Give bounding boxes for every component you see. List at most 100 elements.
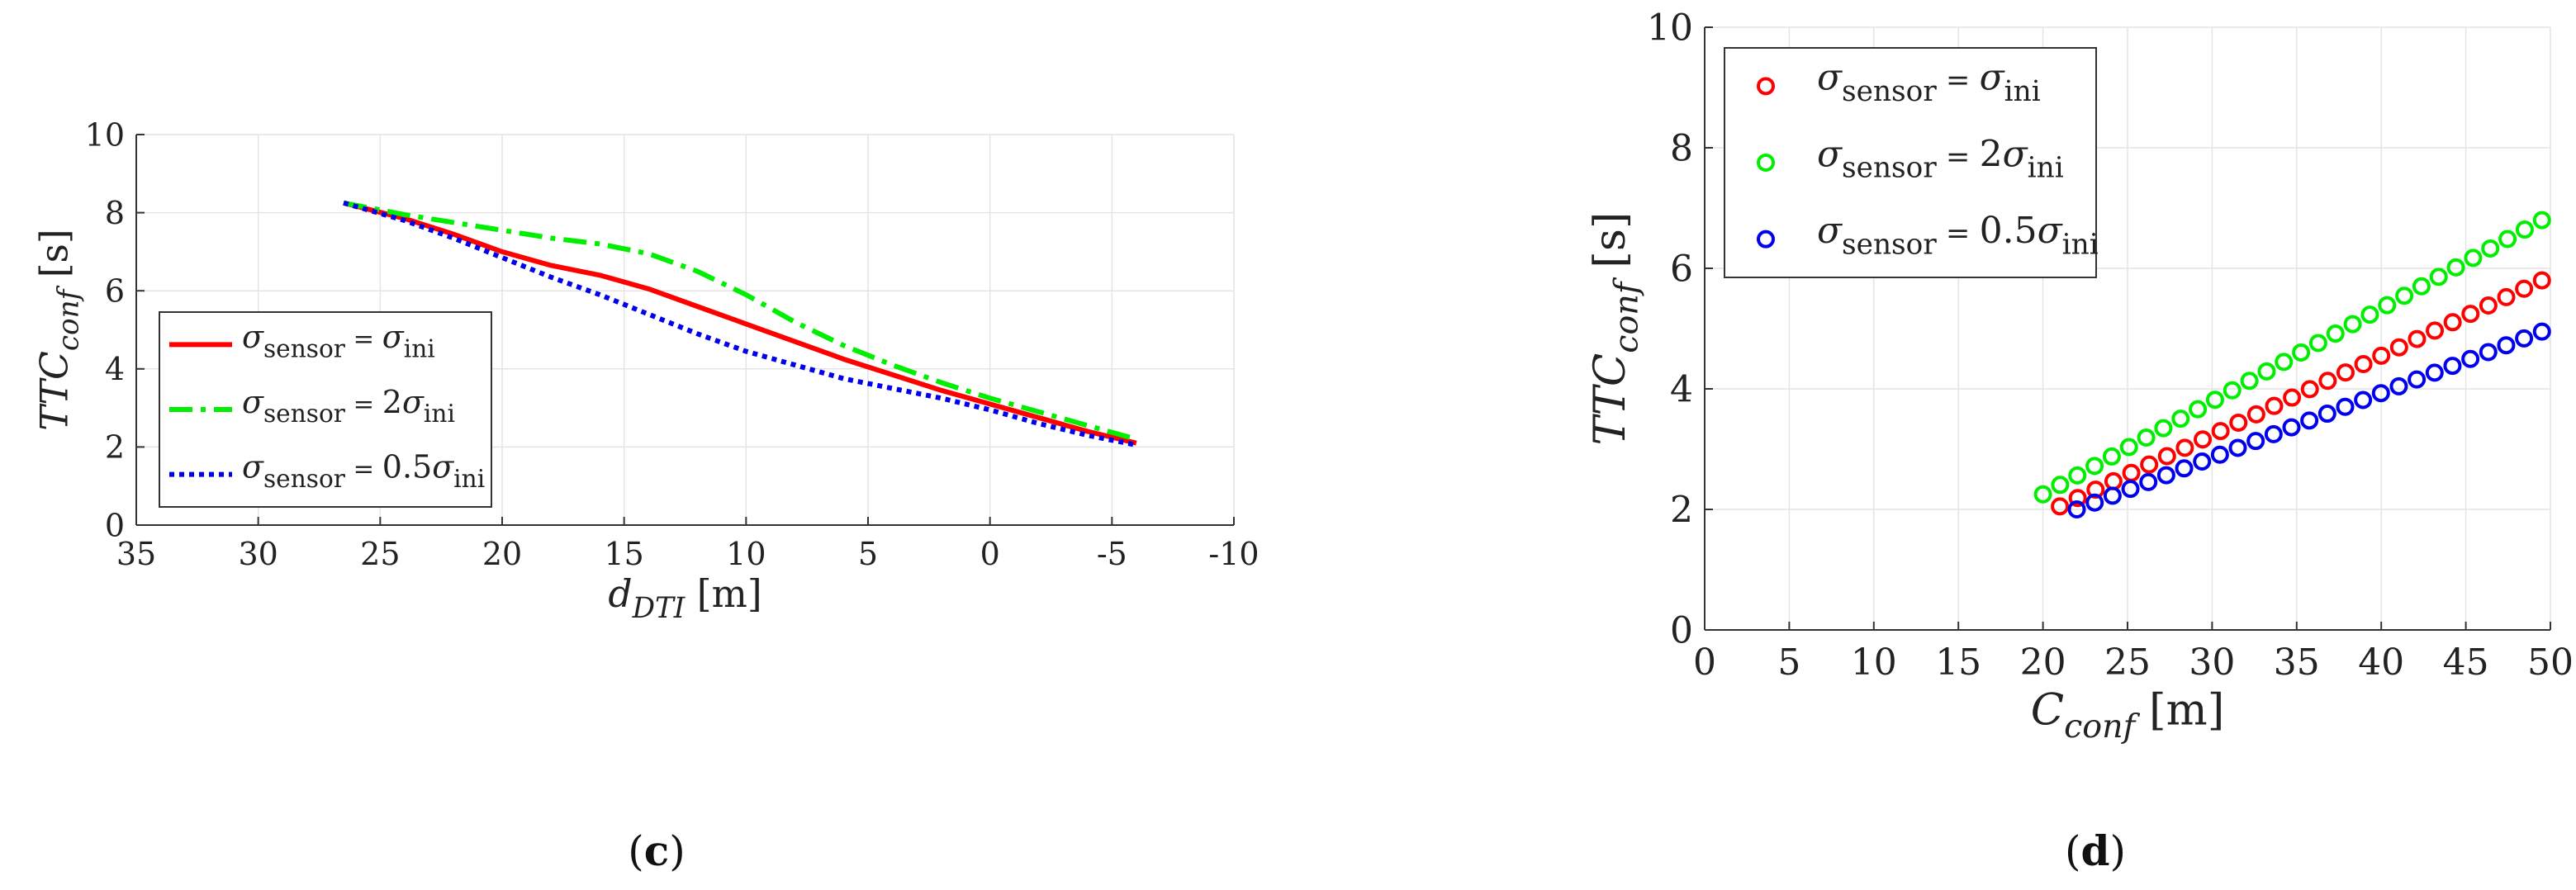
x-tick-label: 0 (980, 536, 1000, 572)
data-point (2336, 363, 2355, 382)
data-point (2515, 220, 2534, 239)
x-tick-label: 20 (2020, 641, 2066, 684)
data-point (2103, 486, 2122, 505)
data-point (2372, 346, 2391, 365)
data-point (2264, 424, 2283, 443)
data-point (2240, 372, 2259, 391)
data-point (2429, 267, 2448, 286)
data-point (2102, 447, 2121, 466)
legend-swatch-1 (1757, 154, 1775, 172)
legend-label-0: σsensor = σini (242, 319, 435, 362)
data-point (2156, 466, 2175, 485)
data-point (2171, 409, 2190, 428)
data-point (2051, 476, 2070, 495)
data-point (2378, 296, 2397, 315)
y-axis-label: TTCconf [s] (1585, 211, 1645, 445)
data-point (2246, 432, 2265, 451)
y-tick-label: 2 (1670, 489, 1693, 531)
data-point (2317, 405, 2336, 424)
data-point (2412, 277, 2431, 296)
data-point (2033, 485, 2052, 504)
data-point (2515, 329, 2534, 348)
data-point (2085, 457, 2104, 476)
y-tick-label: 2 (105, 429, 125, 466)
data-point (2343, 315, 2362, 334)
data-point (2140, 455, 2159, 474)
y-tick-label: 4 (105, 351, 125, 387)
data-point (2443, 357, 2462, 376)
y-tick-label: 6 (105, 273, 125, 310)
x-tick-label: 40 (2358, 641, 2404, 684)
data-point (2193, 452, 2212, 471)
y-tick-label: 6 (1670, 248, 1693, 290)
data-point (2119, 438, 2138, 457)
data-point (2336, 397, 2355, 416)
data-point (2067, 500, 2086, 518)
data-point (2461, 349, 2480, 368)
data-point (2211, 422, 2230, 441)
series-line-0 (343, 200, 1137, 446)
series-line-1 (343, 200, 1137, 442)
x-tick-label: 10 (1851, 641, 1897, 684)
data-point (2228, 438, 2247, 457)
data-point (2223, 381, 2242, 400)
y-tick-label: 0 (105, 507, 125, 543)
data-point (2443, 313, 2462, 332)
data-point (2308, 334, 2327, 353)
data-point (2265, 396, 2284, 415)
data-point (2051, 497, 2070, 516)
y-tick-label: 8 (1670, 127, 1693, 169)
legend: σsensor = σini σsensor = 2σini σsensor = 0… (1724, 47, 2099, 278)
x-tick-label: 25 (360, 536, 400, 572)
x-tick-label: 10 (726, 536, 766, 572)
data-point (2425, 363, 2444, 382)
data-point (2139, 472, 2158, 491)
data-point (2229, 413, 2248, 432)
data-point (2532, 211, 2551, 230)
data-point (2205, 391, 2224, 409)
legend-label-1: σsensor = 2σini (242, 384, 455, 428)
x-tick-label: 15 (1935, 641, 1981, 684)
data-point (2461, 305, 2480, 324)
y-tick-label: 0 (1670, 609, 1693, 651)
chart-panel-d: 0 5 10 15 20 25 30 35 40 45 50 0 2 4 6 8 10 Cconf [m] TTCc… (1585, 7, 2574, 875)
data-point (2354, 391, 2373, 409)
legend-label-2: σsensor = 0.5σini (242, 448, 485, 492)
series-line-2 (343, 200, 1137, 447)
legend: σsensor = σini σsensor = 2σini σsensor = 0… (159, 311, 492, 508)
data-point (2371, 384, 2390, 403)
panel-label: (d) (2065, 826, 2126, 875)
y-tick-label: 4 (1670, 368, 1693, 410)
y-tick-label: 10 (85, 116, 125, 153)
data-point (2283, 388, 2302, 407)
data-point (2085, 493, 2104, 512)
x-tick-label: 35 (2274, 641, 2320, 684)
x-tick-label: 5 (1777, 641, 1800, 684)
x-tick-label: 20 (482, 536, 522, 572)
x-tick-label: 0 (1693, 641, 1716, 684)
data-point (2497, 287, 2516, 306)
legend-label-1: σsensor = 2σini (1817, 133, 2064, 184)
legend-label-2: σsensor = 0.5σini (1817, 210, 2099, 261)
data-point (2300, 380, 2319, 399)
data-point (2479, 343, 2498, 362)
x-tick-label: -5 (1097, 536, 1127, 572)
legend-label-0: σsensor = σini (1817, 57, 2041, 108)
data-point (2257, 362, 2276, 381)
x-tick-label: 25 (2104, 641, 2151, 684)
x-tick-label: 45 (2443, 641, 2489, 684)
data-point (2246, 405, 2265, 424)
data-point (2275, 353, 2294, 372)
data-point (2395, 286, 2414, 305)
data-point (2210, 445, 2229, 464)
data-point (2189, 400, 2208, 419)
legend-swatch-0 (1757, 77, 1775, 96)
x-axis-label: dDTI [m] (608, 572, 761, 625)
legend-swatch-2 (1757, 230, 1775, 249)
data-point (2326, 324, 2345, 343)
data-point (2360, 305, 2379, 324)
data-point (2515, 279, 2534, 298)
data-point (2389, 338, 2408, 357)
